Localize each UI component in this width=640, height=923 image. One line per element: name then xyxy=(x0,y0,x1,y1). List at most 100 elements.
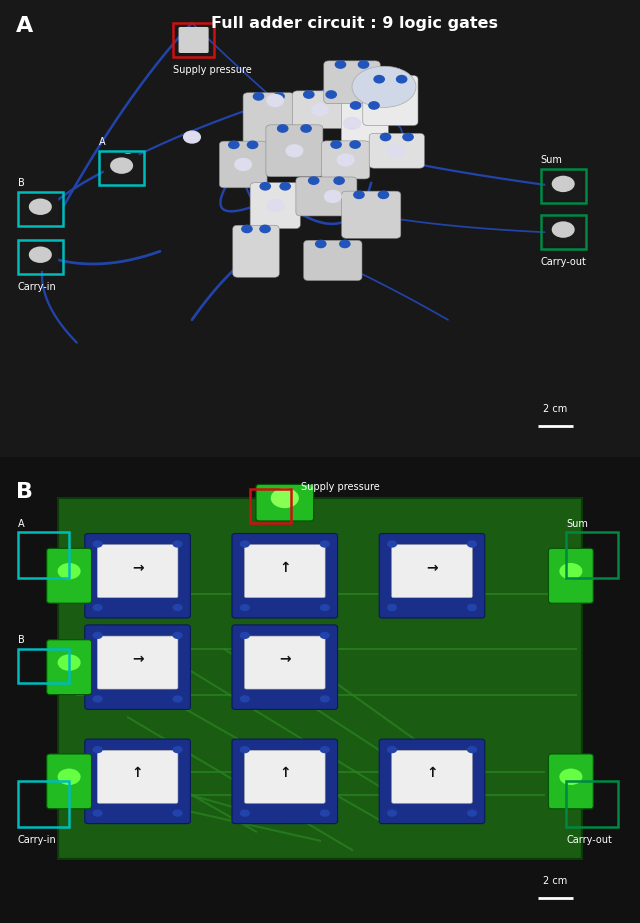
FancyBboxPatch shape xyxy=(244,750,325,803)
Circle shape xyxy=(92,604,102,611)
Circle shape xyxy=(235,159,252,171)
Circle shape xyxy=(253,92,264,100)
FancyBboxPatch shape xyxy=(85,625,191,710)
Circle shape xyxy=(340,240,350,247)
FancyBboxPatch shape xyxy=(47,548,92,604)
Circle shape xyxy=(240,604,250,611)
FancyBboxPatch shape xyxy=(296,177,357,216)
Circle shape xyxy=(267,94,284,106)
Circle shape xyxy=(397,76,407,83)
Bar xyxy=(250,489,291,523)
Circle shape xyxy=(358,61,369,68)
Text: Supply pressure: Supply pressure xyxy=(173,66,252,76)
Circle shape xyxy=(240,631,250,639)
FancyBboxPatch shape xyxy=(220,141,267,187)
FancyBboxPatch shape xyxy=(233,225,279,277)
Circle shape xyxy=(92,809,102,817)
Circle shape xyxy=(278,125,288,132)
Circle shape xyxy=(387,604,397,611)
Circle shape xyxy=(374,76,384,83)
FancyBboxPatch shape xyxy=(97,636,178,689)
Circle shape xyxy=(351,102,361,109)
Circle shape xyxy=(320,746,330,753)
Circle shape xyxy=(260,183,270,190)
Circle shape xyxy=(467,809,477,817)
Bar xyxy=(18,782,69,827)
Text: A: A xyxy=(99,138,106,147)
Circle shape xyxy=(335,61,346,68)
Circle shape xyxy=(172,604,183,611)
FancyBboxPatch shape xyxy=(545,173,581,200)
FancyBboxPatch shape xyxy=(97,545,178,598)
Circle shape xyxy=(326,90,336,98)
Circle shape xyxy=(58,769,81,785)
Circle shape xyxy=(92,540,102,547)
FancyBboxPatch shape xyxy=(243,92,294,145)
Circle shape xyxy=(369,102,379,109)
Bar xyxy=(173,23,214,57)
Circle shape xyxy=(267,199,284,211)
Circle shape xyxy=(240,540,250,547)
FancyBboxPatch shape xyxy=(303,240,362,281)
Text: B: B xyxy=(16,482,33,502)
Circle shape xyxy=(308,177,319,185)
Text: A: A xyxy=(18,519,24,529)
Circle shape xyxy=(172,540,183,547)
Circle shape xyxy=(280,183,291,190)
Circle shape xyxy=(344,117,360,129)
Circle shape xyxy=(274,92,284,100)
FancyBboxPatch shape xyxy=(47,640,92,695)
Bar xyxy=(18,192,63,226)
FancyBboxPatch shape xyxy=(232,739,338,823)
Circle shape xyxy=(242,225,252,233)
Circle shape xyxy=(58,563,81,580)
Circle shape xyxy=(240,809,250,817)
Text: Full adder circuit : 9 logic gates: Full adder circuit : 9 logic gates xyxy=(211,16,498,31)
Circle shape xyxy=(172,631,183,639)
Circle shape xyxy=(286,145,303,157)
Circle shape xyxy=(559,769,582,785)
Circle shape xyxy=(467,746,477,753)
Circle shape xyxy=(324,190,341,202)
Circle shape xyxy=(380,133,390,140)
Circle shape xyxy=(331,141,341,149)
Bar xyxy=(18,240,63,274)
FancyBboxPatch shape xyxy=(244,636,325,689)
Circle shape xyxy=(334,177,344,185)
Text: Sum: Sum xyxy=(541,155,563,165)
Circle shape xyxy=(320,604,330,611)
Circle shape xyxy=(320,695,330,702)
Circle shape xyxy=(184,131,200,143)
Circle shape xyxy=(172,809,183,817)
Circle shape xyxy=(467,604,477,611)
Text: 2 cm: 2 cm xyxy=(543,877,567,886)
FancyBboxPatch shape xyxy=(324,61,380,103)
Circle shape xyxy=(312,103,328,115)
Text: ↑: ↑ xyxy=(279,560,291,574)
Circle shape xyxy=(29,198,52,215)
Circle shape xyxy=(552,175,575,192)
FancyBboxPatch shape xyxy=(47,754,92,809)
FancyBboxPatch shape xyxy=(244,545,325,598)
Text: →: → xyxy=(132,652,143,665)
Bar xyxy=(18,649,69,683)
Circle shape xyxy=(320,540,330,547)
Circle shape xyxy=(110,158,133,174)
FancyBboxPatch shape xyxy=(292,90,348,128)
Text: ↑: ↑ xyxy=(279,766,291,780)
Circle shape xyxy=(228,141,239,149)
FancyBboxPatch shape xyxy=(104,154,140,182)
Text: Carry-in: Carry-in xyxy=(18,834,57,845)
Circle shape xyxy=(378,191,388,198)
Text: →: → xyxy=(279,652,291,665)
FancyBboxPatch shape xyxy=(392,750,472,803)
Circle shape xyxy=(337,154,354,166)
Text: B: B xyxy=(18,178,25,188)
FancyBboxPatch shape xyxy=(341,102,388,145)
Circle shape xyxy=(172,746,183,753)
Circle shape xyxy=(559,563,582,580)
FancyBboxPatch shape xyxy=(369,133,424,168)
Text: →: → xyxy=(132,560,143,574)
Circle shape xyxy=(320,809,330,817)
Circle shape xyxy=(387,540,397,547)
